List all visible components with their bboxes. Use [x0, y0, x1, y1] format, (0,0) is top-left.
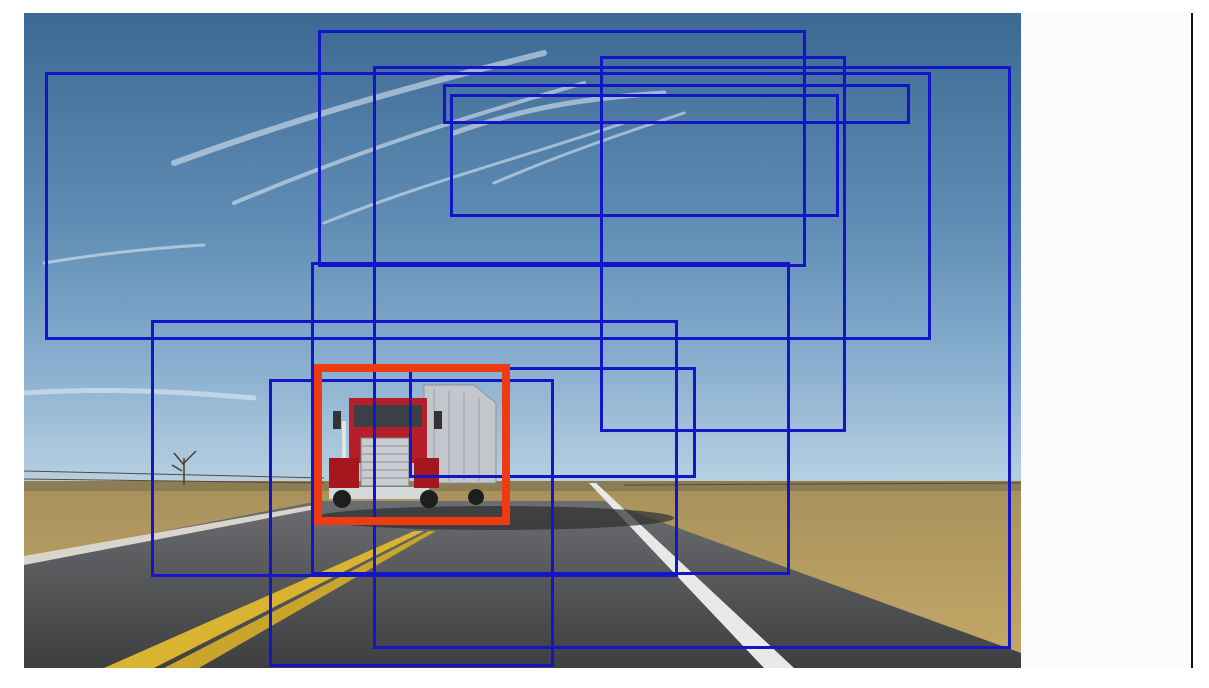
truck-wheel-right — [420, 490, 438, 508]
truck-mirror-left — [333, 411, 341, 429]
road-edge-line — [589, 483, 794, 668]
proposal-box — [373, 66, 1011, 649]
top-border — [0, 0, 1209, 13]
truck-left-exhaust — [342, 421, 346, 476]
truck-mirror-right — [434, 411, 442, 429]
road-left-edge — [24, 505, 316, 565]
dry-tree — [171, 450, 197, 485]
proposal-box — [443, 84, 910, 124]
scene-illustration — [24, 13, 1021, 668]
proposal-box — [311, 262, 790, 575]
blank-side-panel — [1021, 13, 1191, 668]
proposal-box — [45, 72, 931, 340]
trailer-wheel — [468, 489, 484, 505]
road — [24, 501, 1021, 668]
right-divider-line — [1191, 13, 1193, 668]
left-border — [0, 0, 24, 688]
truck-wheel-left — [333, 490, 351, 508]
proposal-box — [151, 320, 678, 577]
proposal-box — [600, 56, 846, 432]
center-line-yellow-2 — [164, 531, 436, 668]
fence — [24, 470, 1021, 486]
proposal-box — [450, 94, 839, 217]
truck-fender-left — [329, 458, 359, 488]
proposal-box — [318, 30, 806, 267]
selected-truck-box — [314, 364, 510, 525]
sky — [24, 13, 1021, 483]
bottom-strip — [0, 668, 1209, 688]
photo-scene — [24, 13, 1021, 668]
truck-fender-right — [414, 458, 439, 488]
truck-windshield — [354, 405, 422, 427]
truck-bumper — [329, 487, 429, 499]
center-line-yellow — [104, 531, 424, 668]
proposal-box — [409, 367, 696, 478]
